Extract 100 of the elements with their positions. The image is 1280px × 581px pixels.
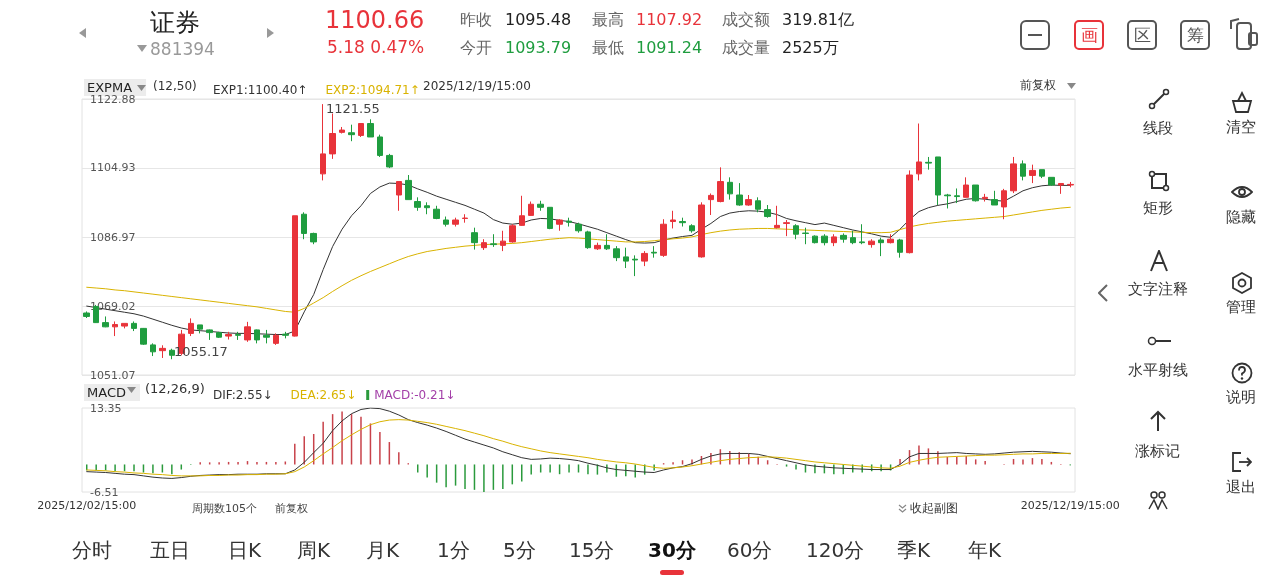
candlestick bbox=[878, 237, 884, 257]
candlestick bbox=[206, 329, 213, 341]
candlestick bbox=[641, 250, 648, 267]
candlestick bbox=[887, 233, 894, 244]
candlestick bbox=[1048, 176, 1055, 187]
candlestick bbox=[1058, 182, 1064, 195]
text: 1107.92 bbox=[636, 10, 703, 30]
candlestick bbox=[131, 320, 137, 332]
candlestick bbox=[112, 320, 118, 337]
candlestick bbox=[273, 332, 279, 346]
candlestick bbox=[679, 217, 686, 228]
candlestick bbox=[859, 223, 865, 245]
candlestick bbox=[150, 342, 156, 357]
candlestick bbox=[367, 118, 374, 138]
candlestick bbox=[547, 206, 553, 230]
candlestick bbox=[235, 331, 241, 341]
candlestick bbox=[310, 232, 317, 245]
text: 15分 bbox=[569, 538, 615, 562]
legend-label: MACD:-0.21↓ bbox=[374, 388, 456, 402]
candlestick bbox=[783, 219, 790, 237]
annotation: 1121.55 bbox=[326, 101, 380, 117]
candlestick bbox=[396, 181, 402, 212]
candlestick bbox=[594, 242, 601, 251]
candlestick bbox=[944, 193, 951, 209]
text: 管理 bbox=[1226, 298, 1256, 316]
candlestick bbox=[793, 223, 799, 240]
chart-title: 证券 bbox=[150, 7, 200, 39]
candlestick bbox=[263, 329, 270, 344]
text: 5分 bbox=[503, 538, 536, 562]
text: 分时 bbox=[72, 538, 112, 562]
candlestick bbox=[292, 215, 298, 337]
text: 成交额 bbox=[722, 10, 770, 30]
text: 五日 bbox=[150, 538, 190, 562]
candlestick bbox=[83, 310, 90, 319]
candlestick bbox=[490, 233, 497, 248]
candlestick bbox=[424, 201, 430, 215]
candlestick bbox=[528, 201, 534, 217]
candlestick bbox=[519, 195, 525, 227]
candlestick bbox=[159, 344, 166, 359]
candlestick bbox=[1067, 181, 1074, 188]
y-tick-label: 1104.93 bbox=[90, 161, 136, 175]
y-tick-label: 13.35 bbox=[90, 401, 122, 415]
candlestick bbox=[443, 216, 449, 228]
candlestick bbox=[575, 222, 582, 234]
text: 5.18 0.47% bbox=[327, 37, 425, 58]
text: 周期数105个 bbox=[192, 502, 257, 516]
y-tick-label: 1122.88 bbox=[90, 92, 136, 106]
text: EXP2:1094.71↑ bbox=[325, 83, 420, 97]
candlestick bbox=[906, 169, 913, 254]
candlestick bbox=[1039, 169, 1045, 179]
candlestick bbox=[140, 327, 147, 346]
text: 1100.66 bbox=[325, 6, 425, 35]
candlestick bbox=[698, 201, 705, 259]
text: 2025/12/19/15:00 bbox=[423, 79, 531, 94]
candlestick bbox=[585, 230, 591, 250]
y-tick-label: 1051.07 bbox=[90, 368, 136, 382]
candlestick bbox=[963, 176, 969, 198]
text: 最低 bbox=[592, 38, 624, 58]
line-series bbox=[86, 419, 1071, 477]
candlestick bbox=[405, 174, 412, 201]
annotation: 1055.17 bbox=[174, 344, 228, 360]
candlestick bbox=[197, 324, 203, 334]
text: 日K bbox=[228, 538, 262, 562]
candlestick bbox=[1010, 156, 1017, 194]
candlestick bbox=[651, 245, 657, 259]
text: 1分 bbox=[437, 538, 470, 562]
text: 2525万 bbox=[782, 38, 839, 58]
candlestick bbox=[925, 156, 932, 171]
text: DEA:2.65↓ bbox=[290, 388, 357, 402]
text: 成交量 bbox=[722, 38, 770, 58]
text: 1091.24 bbox=[636, 38, 703, 58]
candlestick bbox=[188, 317, 194, 337]
candlestick bbox=[320, 103, 326, 181]
candlestick bbox=[916, 123, 922, 181]
candlestick bbox=[254, 329, 260, 344]
candlestick bbox=[301, 211, 307, 240]
text: 60分 bbox=[727, 538, 773, 562]
candlestick bbox=[755, 196, 761, 213]
candlestick bbox=[414, 196, 421, 212]
text: EXP1:1100.40↑ bbox=[213, 83, 308, 97]
legend-title: MACD bbox=[87, 385, 126, 400]
text: 文字注释 bbox=[1128, 280, 1188, 298]
candlestick bbox=[604, 233, 610, 251]
y-tick-label: -6.51 bbox=[90, 485, 119, 499]
text: 涨标记 bbox=[1135, 442, 1180, 460]
candlestick bbox=[509, 223, 516, 244]
text: 最高 bbox=[592, 10, 624, 30]
candlestick bbox=[727, 176, 733, 201]
candlestick bbox=[462, 213, 468, 224]
text: 前复权 bbox=[275, 502, 308, 516]
candlestick bbox=[282, 331, 289, 339]
candlestick bbox=[991, 190, 998, 206]
text: 线段 bbox=[1143, 119, 1173, 137]
candlestick bbox=[121, 322, 128, 329]
text: 隐藏 bbox=[1226, 208, 1256, 226]
text: 月K bbox=[366, 538, 400, 562]
candlestick bbox=[556, 218, 563, 232]
chart-subtitle: 881394 bbox=[150, 39, 215, 59]
text: 画 bbox=[1074, 20, 1104, 50]
text: 水平射线 bbox=[1128, 361, 1188, 379]
